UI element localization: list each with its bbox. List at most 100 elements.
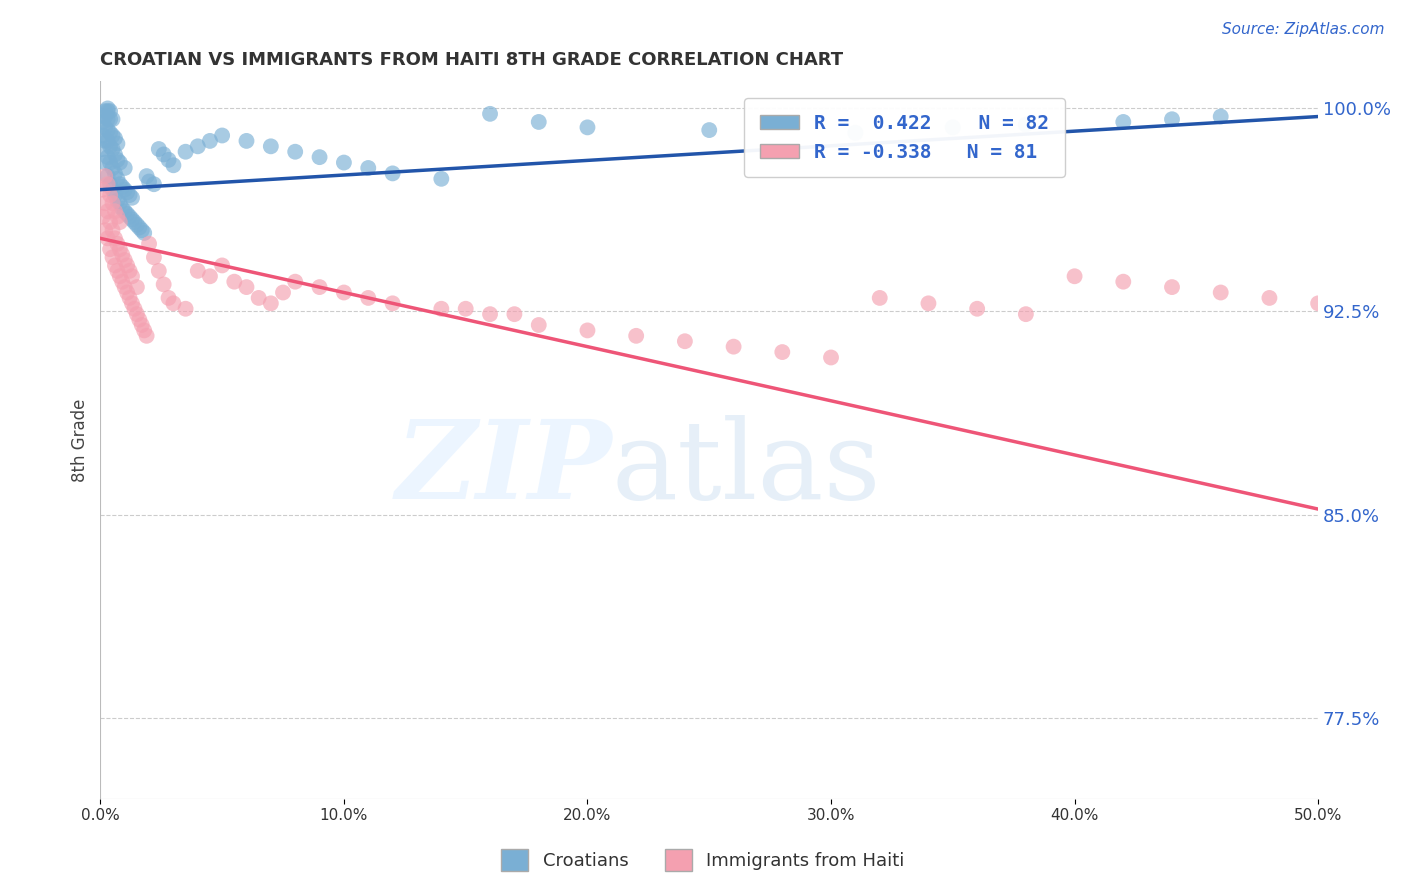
Y-axis label: 8th Grade: 8th Grade [72,399,89,482]
Point [770,345,793,359]
Point [114,280,136,294]
Point [148,142,170,156]
Point [111,180,134,194]
Point [114,183,136,197]
Point [131,318,153,332]
Point [105,210,128,224]
Point [101,161,124,175]
Point [118,264,141,278]
Point [430,171,453,186]
Point [108,242,131,256]
Point [224,275,246,289]
Point [91,115,114,129]
Point [430,301,453,316]
Point [308,280,330,294]
Point [115,285,138,300]
Point [235,134,257,148]
Point [94,196,117,211]
Point [247,291,270,305]
Point [118,188,141,202]
Point [187,139,209,153]
Point [723,340,745,354]
Point [271,285,294,300]
Point [454,301,477,316]
Point [1209,285,1232,300]
Point [115,259,138,273]
Point [105,194,128,208]
Point [104,147,127,161]
Point [1112,275,1135,289]
Point [108,178,131,192]
Point [1258,291,1281,305]
Point [97,102,120,116]
Point [624,328,647,343]
Point [697,123,720,137]
Point [101,250,124,264]
Point [97,112,120,127]
Point [503,307,526,321]
Point [105,264,128,278]
Point [97,123,120,137]
Point [98,242,121,256]
Point [97,150,120,164]
Point [157,291,180,305]
Point [101,128,124,143]
Text: atlas: atlas [612,416,882,522]
Point [97,169,120,183]
Point [820,351,842,365]
Point [105,171,128,186]
Point [187,264,209,278]
Point [284,145,307,159]
Point [142,250,165,264]
Point [148,264,170,278]
Point [1209,110,1232,124]
Point [98,112,121,127]
Point [162,158,184,172]
Point [114,253,136,268]
Point [97,178,120,192]
Point [98,139,121,153]
Point [104,166,127,180]
Point [94,104,117,119]
Point [98,155,121,169]
Point [576,323,599,337]
Point [869,291,891,305]
Point [942,120,965,135]
Point [135,169,157,183]
Point [381,166,404,180]
Point [479,307,502,321]
Point [134,323,156,337]
Point [91,210,114,224]
Point [97,204,120,219]
Text: Source: ZipAtlas.com: Source: ZipAtlas.com [1222,22,1385,37]
Point [114,204,136,219]
Text: ZIP: ZIP [395,415,612,523]
Point [527,115,550,129]
Point [94,120,117,135]
Point [134,226,156,240]
Point [114,161,136,175]
Point [174,145,197,159]
Point [97,231,120,245]
Point [98,126,121,140]
Point [108,155,131,169]
Point [104,231,127,245]
Point [152,277,174,292]
Point [1063,269,1085,284]
Point [98,104,121,119]
Point [121,212,143,227]
Point [844,126,866,140]
Point [198,269,221,284]
Point [101,183,124,197]
Point [101,196,124,211]
Point [142,178,165,192]
Point [308,150,330,164]
Point [174,301,197,316]
Point [101,223,124,237]
Point [124,301,146,316]
Point [125,307,148,321]
Point [91,142,114,156]
Point [94,223,117,237]
Point [91,183,114,197]
Point [115,207,138,221]
